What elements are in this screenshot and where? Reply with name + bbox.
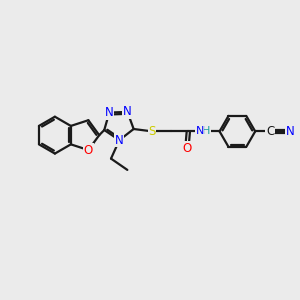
Text: N: N [115, 134, 124, 147]
Text: N: N [123, 105, 132, 119]
Text: O: O [84, 143, 93, 157]
Text: N: N [105, 106, 114, 119]
Text: C: C [266, 125, 274, 138]
Text: H: H [202, 126, 210, 136]
Text: O: O [182, 142, 191, 155]
Text: S: S [148, 125, 156, 138]
Text: N: N [195, 126, 204, 136]
Text: N: N [286, 125, 295, 138]
